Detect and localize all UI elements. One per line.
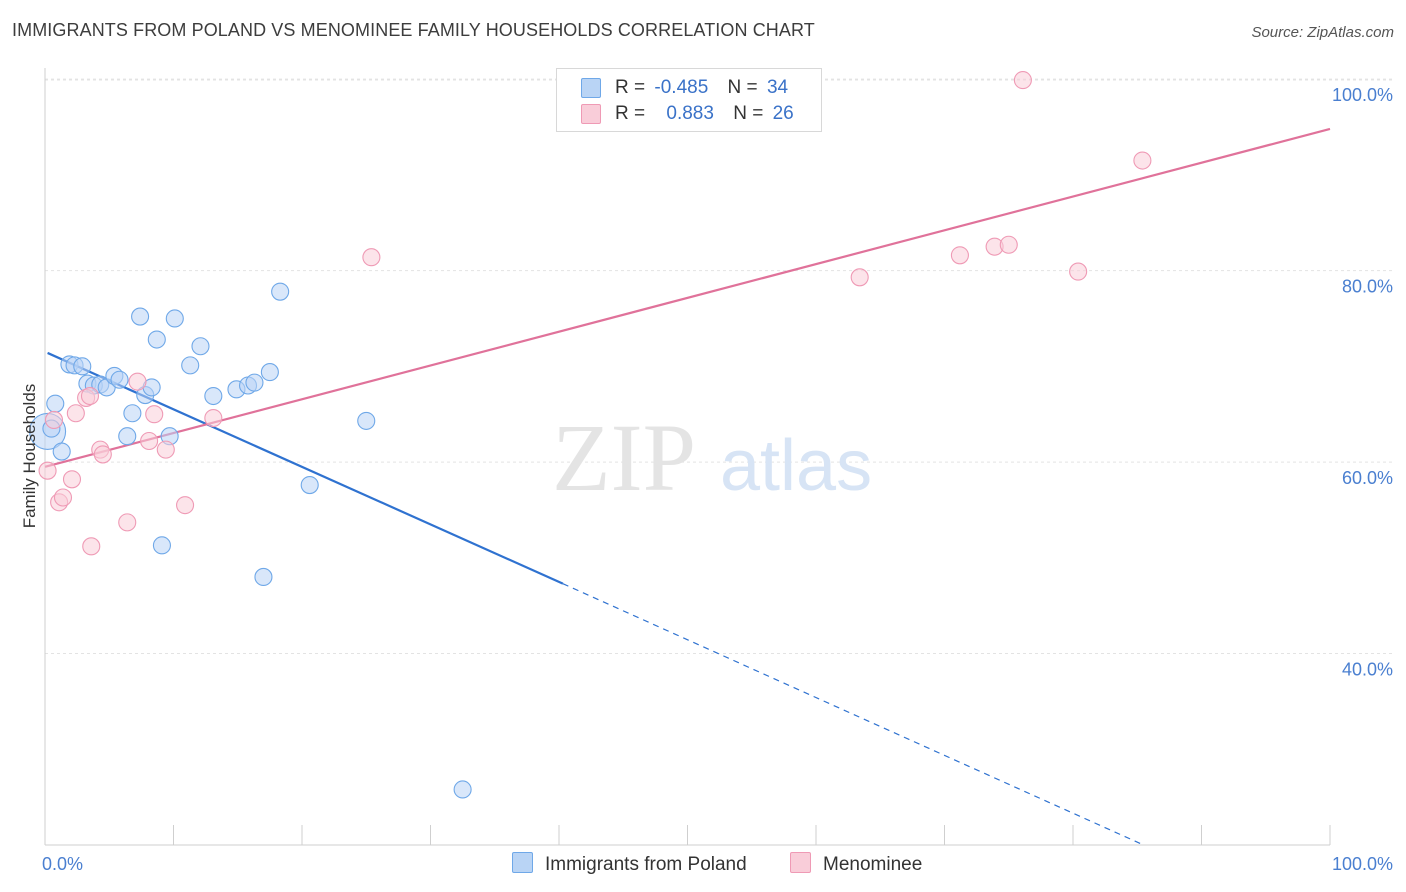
legend-swatch-pink: [790, 852, 811, 873]
trend-lines: [44, 127, 1331, 846]
point-menominee: [62, 470, 82, 489]
watermark-zip: ZIP: [552, 404, 696, 511]
legend-swatch-blue: [512, 852, 533, 873]
trend-line-poland: [47, 351, 564, 585]
point-poland: [260, 363, 279, 382]
point-menominee: [66, 404, 85, 423]
point-poland: [152, 536, 171, 555]
point-menominee: [156, 440, 175, 459]
point-poland: [300, 475, 319, 495]
data-points: [29, 71, 1152, 799]
x-tick-label: 0.0%: [42, 854, 83, 874]
point-poland: [271, 282, 290, 301]
source-label: Source: ZipAtlas.com: [1251, 24, 1394, 41]
n-value: 34: [766, 77, 789, 98]
point-menominee: [950, 246, 969, 265]
r-value: 0.883: [666, 103, 714, 124]
point-menominee: [38, 461, 57, 480]
r-label: R =: [615, 103, 646, 124]
point-menominee: [128, 372, 147, 391]
point-menominee: [44, 410, 64, 430]
r-value: -0.485: [654, 77, 709, 98]
point-poland: [191, 337, 210, 356]
point-poland: [245, 373, 264, 392]
point-menominee: [1069, 262, 1088, 281]
point-menominee: [362, 248, 381, 267]
n-label: N =: [733, 103, 764, 124]
point-poland: [118, 427, 137, 446]
trend-line-poland-extension: [562, 583, 1144, 846]
point-poland: [52, 442, 71, 461]
point-poland: [147, 330, 166, 349]
point-poland: [123, 404, 142, 423]
point-poland: [357, 411, 376, 430]
legend-swatch-blue: [581, 78, 601, 98]
watermark-atlas: atlas: [720, 426, 872, 506]
y-tick-label: 60.0%: [1342, 468, 1393, 488]
point-menominee: [850, 268, 869, 287]
point-menominee: [145, 405, 164, 424]
chart-title: IMMIGRANTS FROM POLAND VS MENOMINEE FAMI…: [12, 20, 815, 40]
legend-label-poland: Immigrants from Poland: [545, 854, 747, 875]
point-menominee: [80, 386, 100, 406]
point-poland: [73, 357, 92, 376]
n-label: N =: [727, 77, 758, 98]
x-tick-labels: 0.0% 100.0%: [42, 854, 1393, 874]
r-label: R =: [615, 77, 646, 98]
legend-item-menominee[interactable]: Menominee: [790, 852, 922, 876]
axes: [44, 68, 1331, 846]
point-menominee: [53, 488, 73, 507]
point-menominee: [118, 513, 137, 532]
y-tick-label: 80.0%: [1342, 277, 1393, 297]
n-value: 26: [772, 103, 794, 124]
point-poland: [254, 567, 273, 587]
point-poland: [181, 356, 200, 375]
point-menominee: [1133, 151, 1152, 170]
x-tick-label: 100.0%: [1332, 854, 1393, 874]
watermark: ZIP atlas: [552, 404, 872, 511]
point-poland: [46, 394, 65, 413]
y-axis-title: Family Households: [20, 384, 39, 529]
point-poland: [165, 309, 184, 328]
point-menominee: [204, 408, 223, 428]
point-menominee: [176, 496, 195, 515]
point-poland: [453, 780, 472, 799]
point-menominee: [1013, 71, 1032, 90]
trend-line-menominee: [44, 127, 1331, 468]
legend-label-menominee: Menominee: [823, 854, 923, 875]
point-menominee: [140, 431, 159, 451]
point-poland: [131, 307, 150, 326]
y-tick-labels: 40.0% 60.0% 80.0% 100.0%: [1332, 85, 1393, 679]
legend-swatch-pink: [581, 104, 601, 124]
point-menominee: [82, 537, 101, 556]
point-menominee: [999, 235, 1018, 254]
y-tick-label: 100.0%: [1332, 85, 1393, 105]
point-menominee: [93, 445, 112, 464]
point-poland: [110, 370, 129, 389]
stats-legend: R = -0.485 N = 34 R = 0.883 N = 26: [556, 68, 822, 132]
y-tick-label: 40.0%: [1342, 660, 1393, 680]
legend-item-poland[interactable]: Immigrants from Poland: [512, 852, 747, 876]
point-poland: [204, 386, 223, 406]
